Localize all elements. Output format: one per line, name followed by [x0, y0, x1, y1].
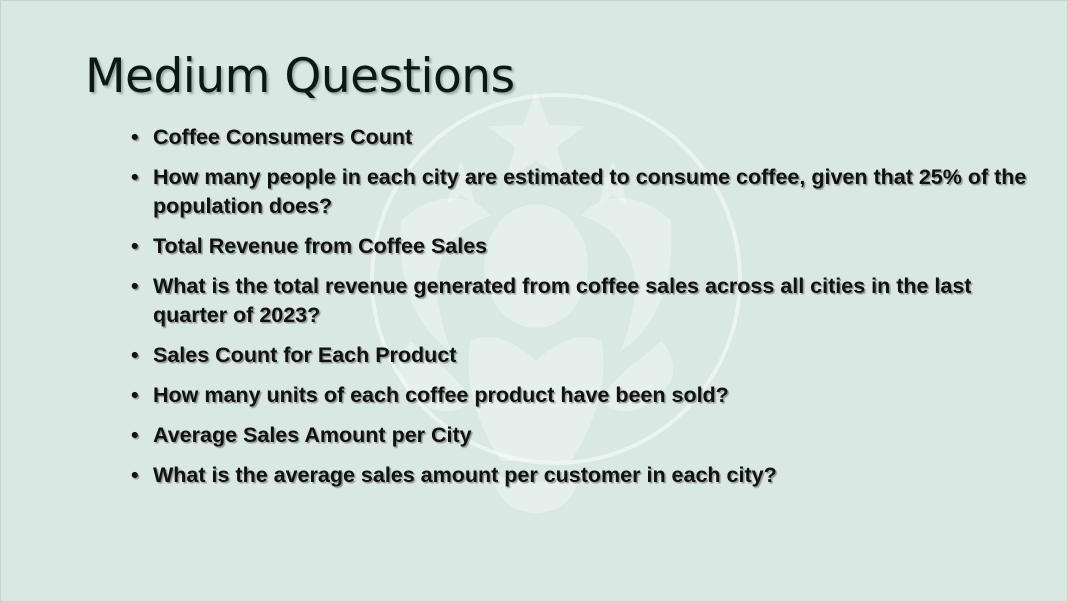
bullet-icon: •: [131, 383, 139, 407]
list-item: • What is the total revenue generated fr…: [131, 272, 1041, 330]
bullet-icon: •: [131, 125, 139, 149]
list-item: • What is the average sales amount per c…: [131, 461, 1041, 490]
bullet-text: Sales Count for Each Product: [153, 343, 457, 367]
bullet-icon: •: [131, 234, 139, 258]
bullet-text: What is the average sales amount per cus…: [153, 463, 777, 487]
bullet-icon: •: [131, 165, 139, 189]
bullet-text: Total Revenue from Coffee Sales: [153, 234, 488, 258]
list-item: • Average Sales Amount per City: [131, 421, 1041, 450]
bullet-text: What is the total revenue generated from…: [153, 274, 972, 327]
list-item: • How many units of each coffee product …: [131, 381, 1041, 410]
list-item: • Total Revenue from Coffee Sales: [131, 232, 1041, 261]
list-item: • Sales Count for Each Product: [131, 341, 1041, 370]
siren-logo-watermark-icon: [370, 91, 742, 513]
bullet-icon: •: [131, 343, 139, 367]
bullet-icon: •: [131, 423, 139, 447]
bullet-icon: •: [131, 274, 139, 298]
list-item: • How many people in each city are estim…: [131, 163, 1041, 221]
bullet-list: • Coffee Consumers Count • How many peop…: [131, 123, 1041, 501]
bullet-text: Coffee Consumers Count: [153, 125, 413, 149]
bullet-icon: •: [131, 463, 139, 487]
list-item: • Coffee Consumers Count: [131, 123, 1041, 152]
bullet-text: How many units of each coffee product ha…: [153, 383, 729, 407]
bullet-text: How many people in each city are estimat…: [153, 165, 1027, 218]
bullet-text: Average Sales Amount per City: [153, 423, 472, 447]
slide-title: Medium Questions: [85, 49, 515, 104]
